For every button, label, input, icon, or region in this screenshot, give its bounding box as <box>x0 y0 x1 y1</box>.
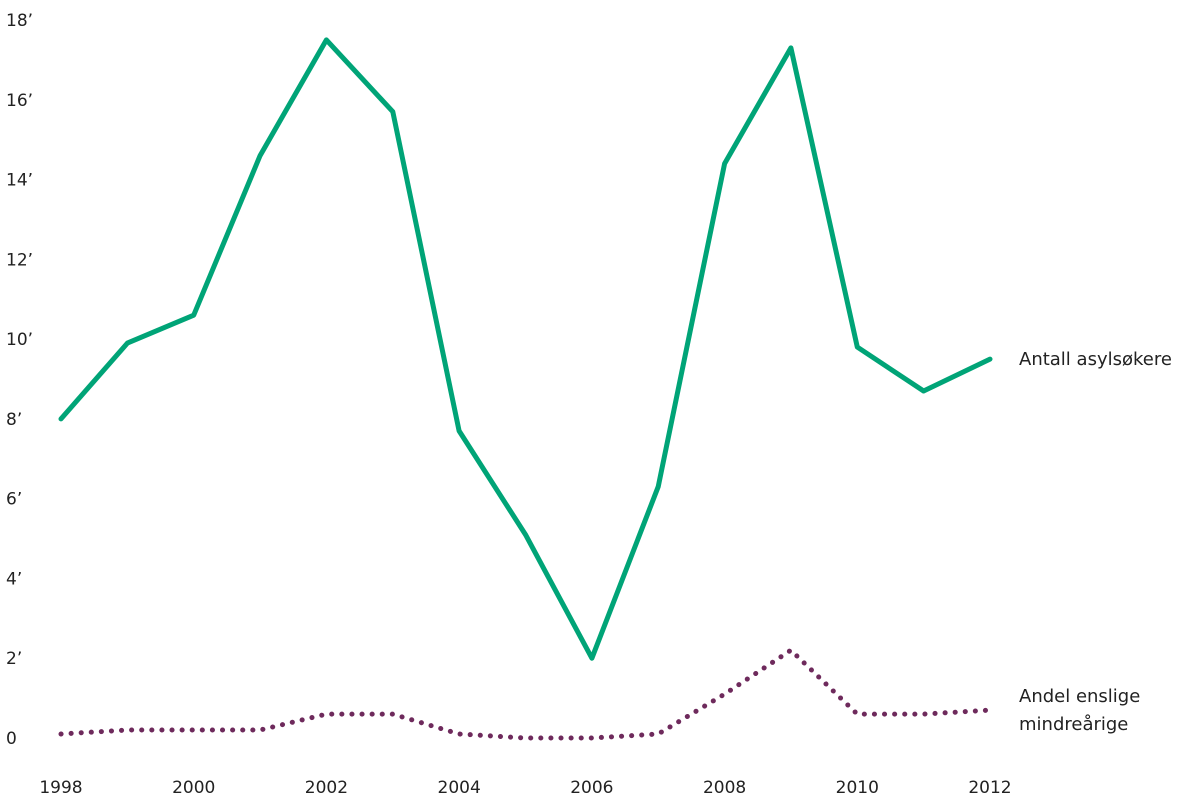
y-tick-label: 10’ <box>6 330 33 350</box>
x-tick-label: 2012 <box>968 778 1011 798</box>
x-tick-label: 2008 <box>703 778 746 798</box>
x-tick-label: 2002 <box>305 778 348 798</box>
y-tick-label: 14’ <box>6 171 33 191</box>
series-label: Andel enslige mindreårige <box>1019 686 1140 735</box>
series-lines <box>58 37 993 741</box>
y-tick-label: 18’ <box>6 11 33 31</box>
x-axis-ticks: 1998 2000 2002 2004 2006 2008 2010 2012 <box>39 778 1011 798</box>
x-tick-label: 2004 <box>438 778 481 798</box>
series-label-line: mindreårige <box>1019 714 1128 735</box>
y-tick-label: 2’ <box>6 649 22 669</box>
x-tick-label: 2006 <box>570 778 613 798</box>
series-label: Antall asylsøkere <box>1019 349 1172 370</box>
y-tick-label: 0 <box>6 729 17 749</box>
y-tick-label: 6’ <box>6 490 22 510</box>
y-axis-ticks: 0 2’ 4’ 6’ 8’ 10’ 12’ 14’ 16’ 18’ <box>6 11 33 749</box>
y-tick-label: 16’ <box>6 91 33 111</box>
y-tick-label: 12’ <box>6 250 33 270</box>
unaccompanied-minors-line <box>58 647 993 741</box>
y-tick-label: 8’ <box>6 410 22 430</box>
series-label-line: Antall asylsøkere <box>1019 349 1172 370</box>
x-tick-label: 1998 <box>39 778 82 798</box>
series-labels: Antall asylsøkere Andel enslige mindreårig… <box>1019 349 1172 735</box>
y-tick-label: 4’ <box>6 569 22 589</box>
x-tick-label: 2000 <box>172 778 215 798</box>
x-tick-label: 2010 <box>836 778 879 798</box>
asylum-seekers-line <box>58 37 993 661</box>
series-label-line: Andel enslige <box>1019 686 1140 707</box>
